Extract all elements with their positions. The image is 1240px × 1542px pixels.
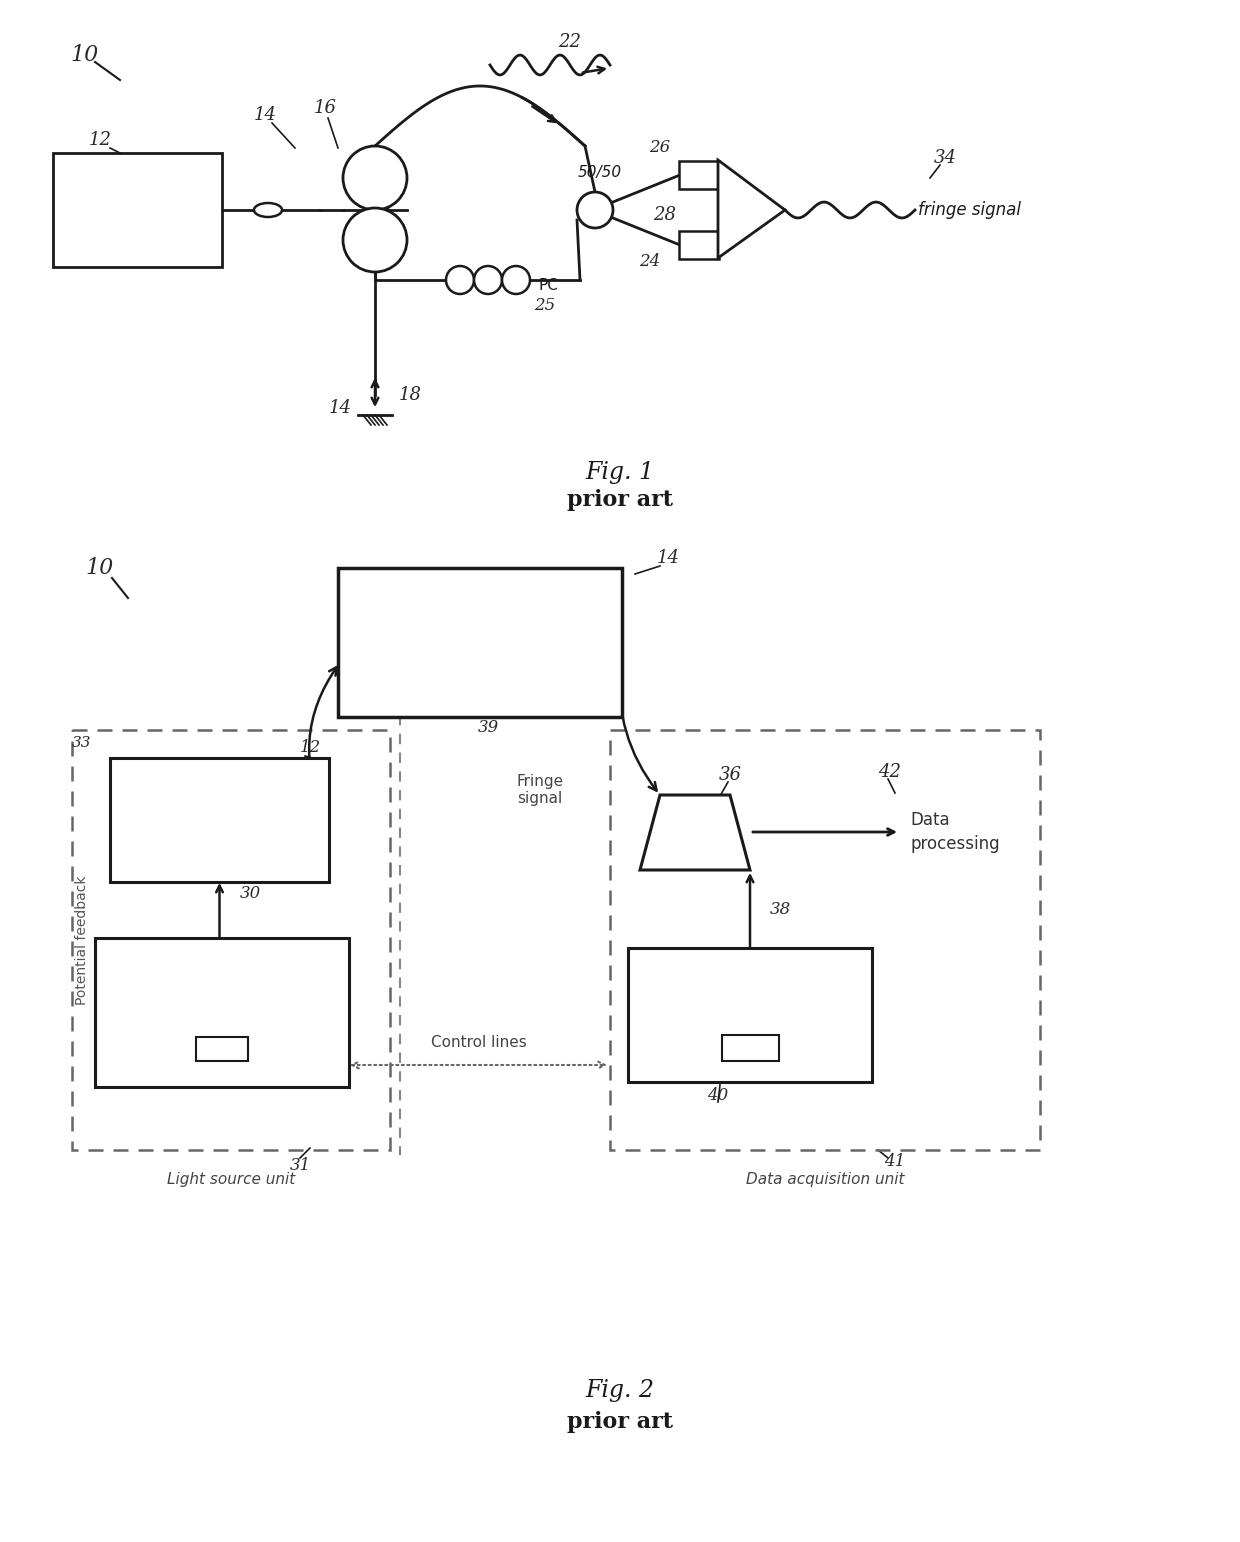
Text: Oscillator: Oscillator	[711, 992, 789, 1008]
Circle shape	[343, 146, 407, 210]
Text: Light source unit: Light source unit	[167, 1172, 295, 1187]
FancyBboxPatch shape	[53, 153, 222, 267]
Text: C: C	[370, 171, 381, 185]
Text: 33: 33	[72, 736, 92, 749]
Bar	[610, 729, 1040, 1150]
Text: OCT
interferometer
+ photodiodes: OCT interferometer + photodiodes	[414, 608, 546, 678]
Text: 40: 40	[707, 1087, 729, 1104]
FancyBboxPatch shape	[627, 948, 872, 1082]
Text: Swept
Source: Swept Source	[107, 188, 169, 231]
Text: 38: 38	[769, 902, 791, 919]
Polygon shape	[718, 160, 785, 258]
Text: +: +	[740, 196, 756, 216]
Text: 42: 42	[878, 763, 901, 780]
Text: C: C	[370, 233, 381, 248]
Text: 32: 32	[330, 992, 351, 1008]
Text: 34: 34	[934, 150, 956, 167]
Text: 14: 14	[656, 549, 680, 567]
Circle shape	[343, 208, 407, 271]
Text: Fringe
signal: Fringe signal	[516, 774, 563, 806]
FancyBboxPatch shape	[339, 567, 622, 717]
Text: 31: 31	[289, 1156, 311, 1173]
FancyBboxPatch shape	[110, 759, 329, 882]
Text: 50/50: 50/50	[578, 165, 622, 180]
Text: Oscillator/
Control loop: Oscillator/ Control loop	[172, 973, 273, 1016]
Text: 10: 10	[71, 45, 99, 66]
Text: 20: 20	[377, 179, 398, 196]
Text: 22: 22	[558, 32, 582, 51]
Text: Fig. 1: Fig. 1	[585, 461, 655, 484]
Polygon shape	[640, 796, 750, 870]
Text: 14: 14	[253, 106, 277, 123]
Text: Potential feedback: Potential feedback	[74, 876, 89, 1005]
FancyBboxPatch shape	[722, 1035, 779, 1061]
Text: ADC: ADC	[673, 823, 715, 842]
Text: 36: 36	[718, 766, 742, 783]
Bar	[72, 729, 391, 1150]
Text: 24: 24	[640, 253, 661, 270]
Text: 28: 28	[653, 207, 677, 224]
Text: 16: 16	[314, 99, 336, 117]
FancyBboxPatch shape	[196, 1038, 248, 1061]
Text: Light: Light	[345, 703, 383, 717]
FancyBboxPatch shape	[680, 231, 719, 259]
Ellipse shape	[254, 204, 281, 217]
Text: Control lines: Control lines	[430, 1035, 526, 1050]
Text: Data acquisition unit: Data acquisition unit	[745, 1172, 904, 1187]
Text: prior art: prior art	[567, 489, 673, 510]
Text: 12: 12	[299, 740, 321, 757]
Text: 26: 26	[650, 139, 671, 156]
FancyBboxPatch shape	[680, 160, 719, 190]
Circle shape	[577, 193, 613, 228]
Circle shape	[446, 267, 474, 295]
Text: fringe signal: fringe signal	[918, 200, 1021, 219]
Text: Fig. 2: Fig. 2	[585, 1379, 655, 1402]
Text: 10: 10	[86, 557, 114, 578]
Text: 25: 25	[534, 296, 556, 313]
Text: 30: 30	[239, 885, 260, 902]
Text: 18: 18	[398, 386, 422, 404]
Text: 12: 12	[88, 131, 112, 150]
Text: 41: 41	[884, 1153, 905, 1170]
Text: CIR: CIR	[367, 202, 393, 216]
Circle shape	[502, 267, 529, 295]
Circle shape	[474, 267, 502, 295]
Text: 14: 14	[329, 399, 351, 416]
Text: Data
processing: Data processing	[910, 811, 999, 853]
Text: Swept
Source: Swept Source	[188, 799, 250, 842]
FancyBboxPatch shape	[95, 938, 348, 1087]
Text: prior art: prior art	[567, 1411, 673, 1433]
Text: 39: 39	[477, 720, 498, 737]
Text: PC: PC	[538, 278, 558, 293]
